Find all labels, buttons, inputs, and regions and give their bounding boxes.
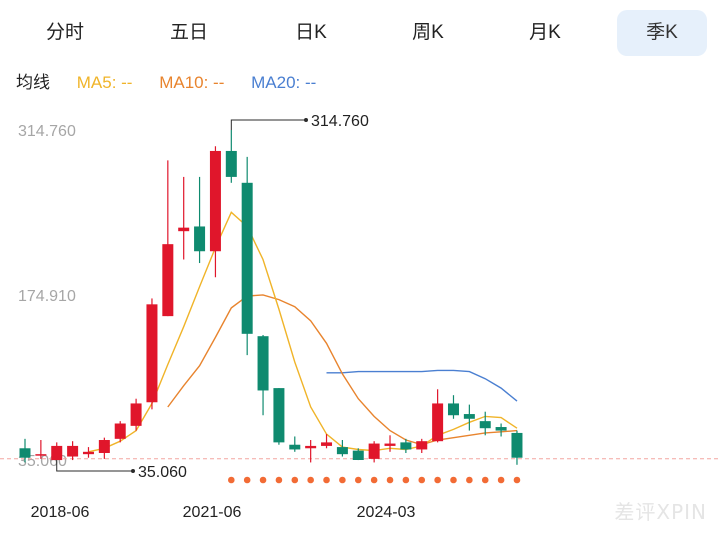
candle-body [447, 403, 459, 416]
ma20-line [326, 369, 518, 402]
x-tick-label: 2021-06 [183, 504, 242, 521]
candle-body [35, 454, 47, 456]
candle-body [19, 448, 31, 458]
candle-body [82, 451, 94, 455]
candle-body [336, 447, 348, 455]
max-label: 314.760 [311, 113, 369, 130]
candle-body [130, 403, 142, 426]
tab-five-day[interactable]: 五日 [169, 22, 208, 43]
candle-body [384, 443, 396, 446]
period-tabs: 分时 五日 日K 周K 月K 季K [0, 10, 719, 56]
signal-dot [481, 476, 489, 484]
watermark: 差评XPIN [614, 500, 707, 524]
signal-dot [291, 476, 299, 484]
candle-body [463, 414, 475, 419]
candle-body [416, 441, 428, 450]
kline-chart[interactable]: 314.760174.91035.060314.76035.0602018-06… [0, 100, 719, 535]
legend-ma5: MA5: -- [76, 73, 133, 92]
signal-dot [513, 476, 521, 484]
signal-dot [259, 476, 267, 484]
x-tick-label: 2018-06 [31, 504, 90, 521]
signal-dot [450, 476, 457, 484]
candle-body [241, 182, 253, 334]
candle-body [479, 421, 491, 429]
max-leader-line [230, 119, 306, 130]
signal-dot [434, 476, 441, 484]
min-label: 35.060 [138, 464, 187, 481]
legend-ma10: MA10: -- [159, 73, 225, 92]
candle-body [67, 445, 79, 457]
signal-dot [275, 476, 283, 484]
candle-body [146, 304, 158, 403]
candle-body [209, 150, 221, 252]
candle-body [400, 442, 412, 450]
candle-body [495, 427, 507, 431]
signal-dot [307, 476, 314, 484]
max-marker [304, 118, 308, 122]
legend-title: 均线 [16, 73, 50, 92]
signal-dot [243, 476, 251, 484]
ma10-line [167, 294, 518, 446]
signal-dot [354, 476, 362, 484]
candle-body [352, 450, 364, 460]
y-tick-label: 314.760 [18, 123, 76, 140]
signal-dot [370, 476, 378, 484]
candle-body [178, 227, 190, 232]
candle-body [194, 226, 206, 252]
legend-ma20: MA20: -- [251, 73, 317, 92]
signal-dot [339, 476, 346, 484]
min-leader-line [56, 460, 133, 472]
tab-monthly-k[interactable]: 月K [529, 22, 561, 43]
signal-dot [466, 476, 473, 484]
ma-legend: 均线 MA5: -- MA10: -- MA20: -- [16, 68, 338, 94]
candle-body [321, 442, 333, 446]
tab-weekly-k[interactable]: 周K [412, 22, 444, 43]
tab-quarterly-k[interactable]: 季K [617, 10, 707, 56]
candle-body [368, 443, 380, 459]
candle-body [257, 336, 269, 391]
candle-body [98, 440, 110, 453]
x-tick-label: 2024-03 [357, 504, 416, 521]
candle-body [114, 423, 126, 439]
ma5-line [88, 211, 518, 453]
signal-dot [402, 476, 410, 484]
y-tick-label: 174.910 [18, 288, 76, 305]
signal-dot [386, 476, 394, 484]
candle-body [225, 150, 237, 177]
candle-body [162, 244, 174, 317]
candle-body [305, 445, 317, 449]
tab-daily-k[interactable]: 日K [295, 22, 327, 43]
candle-body [273, 388, 285, 443]
candle-body [289, 444, 301, 450]
tab-intraday[interactable]: 分时 [45, 22, 84, 43]
min-marker [131, 469, 135, 473]
candle-body [51, 445, 63, 461]
candle-body [511, 432, 523, 458]
candle-body [432, 403, 444, 442]
signal-dot [228, 476, 235, 484]
signal-dot [497, 476, 505, 484]
signal-dot [323, 476, 330, 484]
signal-dot [418, 476, 426, 484]
